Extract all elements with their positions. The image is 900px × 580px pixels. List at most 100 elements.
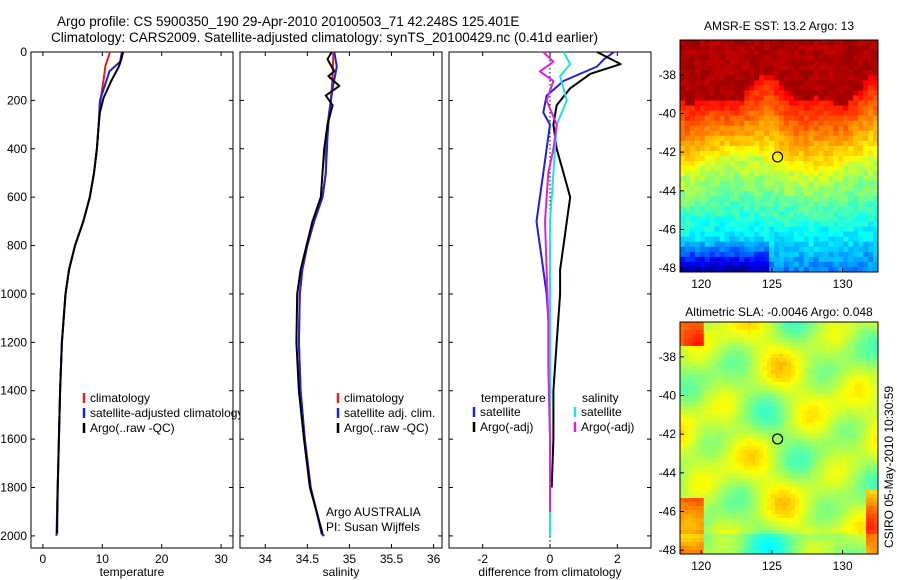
sla-cell [683, 386, 689, 391]
sla-cell [680, 522, 685, 527]
sla-cell [782, 458, 788, 463]
sst-cell [739, 236, 745, 243]
sst-cell [808, 70, 815, 76]
sla-cell [755, 534, 760, 539]
sst-cell [863, 226, 869, 233]
sla-cell [731, 394, 737, 399]
sla-cell [687, 374, 693, 379]
sla-cell [731, 438, 737, 443]
sst-cell [848, 100, 854, 107]
sst-cell [709, 110, 716, 117]
sla-cell [691, 342, 697, 347]
sla-cell [786, 550, 792, 554]
sla-cell [691, 382, 697, 387]
sst-cell [699, 171, 706, 177]
sla-cell [782, 450, 788, 455]
sla-cell [850, 398, 855, 403]
sla-cell [695, 430, 701, 435]
sst-cell [783, 221, 790, 228]
sst-cell [749, 191, 755, 197]
sst-cell [818, 181, 825, 187]
sst-cell [704, 256, 711, 263]
sst-cell [680, 135, 686, 142]
sst-cell [754, 241, 760, 248]
sla-cell [687, 422, 693, 427]
sla-cell [798, 438, 804, 443]
sla-cell [826, 482, 832, 487]
sla-cell [751, 478, 756, 483]
sla-cell [822, 334, 828, 339]
sst-cell [749, 226, 755, 233]
sst-cell [719, 161, 726, 167]
sst-cell [774, 211, 780, 218]
sla-cell [806, 474, 812, 479]
sla-cell [719, 490, 725, 495]
sla-cell [680, 458, 685, 463]
sla-cell [731, 434, 737, 439]
sla-cell [779, 374, 784, 379]
sla-cell [866, 442, 871, 447]
sst-cell [808, 40, 815, 46]
sla-cell [798, 542, 804, 547]
sla-cell [735, 342, 740, 347]
sla-cell [751, 354, 756, 359]
sla-cell [866, 394, 871, 399]
sla-cell [739, 422, 744, 427]
sla-cell [695, 326, 701, 331]
sst-cell [729, 161, 736, 167]
sst-cell [798, 120, 805, 127]
sla-cell [802, 410, 808, 415]
sla-cell [683, 326, 689, 331]
sst-cell [779, 105, 785, 112]
sst-cell [699, 85, 706, 92]
sla-cell [727, 330, 733, 335]
sla-cell [834, 506, 839, 511]
sst-cell [744, 191, 750, 197]
sla-cell [759, 414, 764, 419]
sla-cell [866, 434, 871, 439]
sst-cell [694, 135, 701, 142]
sla-cell [834, 406, 839, 411]
sla-cell [763, 462, 768, 467]
sla-cell [802, 450, 808, 455]
sst-cell [724, 115, 731, 122]
sst-cell [783, 100, 790, 107]
sla-cell [874, 386, 878, 391]
sla-cell [842, 502, 847, 507]
sst-cell [818, 75, 825, 81]
sla-cell [703, 386, 709, 391]
sst-cell [843, 231, 849, 238]
sla-cell [703, 470, 709, 475]
sla-cell [775, 470, 780, 475]
sla-cell [802, 414, 808, 419]
sla-cell [755, 494, 760, 499]
sla-cell [822, 486, 828, 491]
sla-cell [810, 414, 816, 419]
sla-cell [862, 342, 867, 347]
sst-cell [680, 95, 686, 102]
sla-cell [719, 438, 725, 443]
salinity-xtick-label: 36 [427, 552, 441, 566]
sla-cell [727, 398, 733, 403]
sst-cell [818, 120, 825, 127]
sst-cell [704, 135, 711, 142]
sst-cell [798, 156, 805, 162]
sla-cell [866, 430, 871, 435]
sla-cell [838, 474, 843, 479]
sla-cell [826, 330, 832, 335]
sla-cell [719, 386, 725, 391]
sst-cell [808, 75, 815, 81]
sst-cell [709, 196, 716, 202]
sla-cell [683, 346, 689, 351]
sla-cell [794, 366, 800, 371]
sla-cell [695, 346, 701, 351]
sst-cell [788, 105, 795, 112]
sla-cell [834, 374, 839, 379]
sla-cell [862, 502, 867, 507]
sla-cell [870, 354, 875, 359]
sla-cell [755, 454, 760, 459]
sst-cell [833, 196, 839, 202]
sla-cell [838, 410, 843, 415]
sla-cell [743, 478, 748, 483]
sla-cell [862, 434, 867, 439]
